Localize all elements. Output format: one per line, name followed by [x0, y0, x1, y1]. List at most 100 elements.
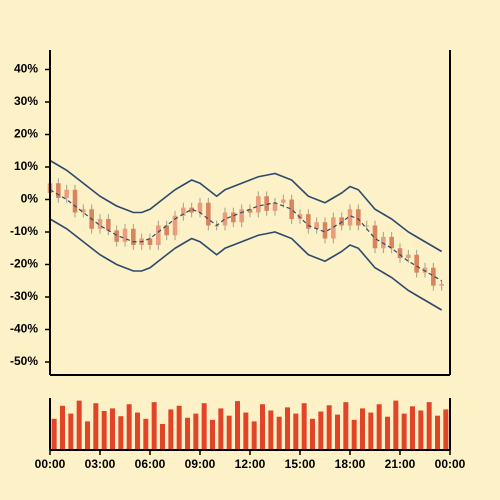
- volume-bar: [251, 421, 257, 450]
- x-tick-label: 03:00: [85, 457, 116, 471]
- y-tick-label: 0%: [21, 192, 39, 206]
- candle-body: [339, 217, 344, 226]
- volume-bar: [443, 409, 449, 450]
- volume-bar: [210, 419, 215, 450]
- x-tick-label: 21:00: [385, 457, 416, 471]
- volume-bar: [151, 402, 157, 450]
- y-tick-label: 10%: [14, 159, 38, 173]
- candle-body: [64, 189, 69, 198]
- candle-body: [306, 214, 311, 229]
- x-tick-label: 06:00: [135, 457, 166, 471]
- volume-bar: [243, 412, 249, 450]
- candle-body: [314, 222, 319, 229]
- volume-bar: [185, 417, 190, 450]
- candle-body: [72, 189, 78, 213]
- candle-body: [372, 225, 378, 249]
- x-tick-label: 09:00: [185, 457, 216, 471]
- band-upper: [49, 159, 443, 253]
- volume-bar: [401, 413, 407, 450]
- volume-bar: [110, 408, 115, 450]
- volume-bar: [118, 416, 124, 450]
- candle-body: [331, 217, 336, 239]
- candle-body: [164, 225, 169, 236]
- y-tick-label: -40%: [10, 322, 38, 336]
- candle-body: [322, 222, 328, 239]
- candle-body: [206, 202, 211, 226]
- candle-body: [81, 209, 86, 213]
- volume-bar: [343, 402, 349, 450]
- volume-bar: [276, 416, 282, 450]
- volume-bar: [360, 408, 365, 450]
- y-tick-label: -10%: [10, 224, 38, 238]
- candle-body: [181, 207, 186, 216]
- volume-bar: [376, 404, 382, 450]
- volume-bar: [51, 418, 57, 450]
- volume-bar: [101, 411, 107, 450]
- volume-bar: [68, 413, 74, 450]
- candle-body: [247, 209, 253, 213]
- candle-body: [256, 196, 261, 213]
- y-tick-label: -20%: [10, 257, 38, 271]
- volume-bar: [310, 418, 315, 450]
- volume-bar: [85, 421, 90, 450]
- candle-body: [381, 236, 386, 249]
- volume-bar: [326, 405, 332, 450]
- x-tick-label: 15:00: [285, 457, 316, 471]
- volume-bar: [301, 403, 307, 450]
- volume-bar: [126, 404, 132, 450]
- candle-body: [347, 209, 353, 226]
- candle-body: [431, 267, 436, 286]
- volume-bar: [93, 403, 99, 450]
- candle-body: [272, 202, 278, 211]
- candle-body: [114, 230, 119, 242]
- x-tick-label: 00:00: [435, 457, 466, 471]
- candle-body: [239, 209, 244, 223]
- volume-bar: [60, 405, 65, 450]
- band-lower: [49, 218, 443, 311]
- volume-bar: [226, 415, 232, 450]
- volume-bar: [410, 406, 415, 450]
- candle-body: [222, 212, 228, 226]
- volume-bar: [143, 418, 149, 450]
- x-tick-label: 00:00: [35, 457, 66, 471]
- x-tick-label: 12:00: [235, 457, 266, 471]
- volume-bar: [318, 411, 324, 450]
- candle-body: [439, 284, 444, 286]
- x-tick-label: 18:00: [335, 457, 366, 471]
- volume-bar: [76, 400, 82, 450]
- volume-bar: [435, 415, 440, 450]
- y-tick-label: -30%: [10, 289, 38, 303]
- volume-bar: [135, 412, 140, 450]
- candle-body: [422, 267, 428, 273]
- volume-bar: [235, 401, 240, 450]
- volume-bar: [368, 412, 374, 450]
- volume-bar: [193, 413, 199, 450]
- volume-bar: [385, 416, 390, 450]
- volume-bar: [335, 414, 340, 450]
- candle-body: [231, 212, 236, 223]
- candle-body: [389, 236, 394, 249]
- volume-bar: [393, 400, 399, 450]
- volume-bar: [285, 407, 290, 450]
- band-middle: [49, 189, 442, 282]
- volume-bar: [268, 410, 274, 450]
- volume-bar: [426, 402, 432, 450]
- volume-bar: [260, 404, 265, 450]
- volume-bar: [218, 408, 224, 450]
- candle-body: [414, 254, 419, 273]
- candle-body: [264, 196, 269, 211]
- candle-body: [397, 248, 403, 258]
- volume-bar: [168, 409, 174, 450]
- volume-bar: [351, 419, 357, 450]
- candle-body: [289, 199, 294, 219]
- y-tick-label: 30%: [14, 94, 38, 108]
- candle-body: [147, 238, 153, 245]
- candle-body: [356, 209, 361, 226]
- candle-body: [197, 202, 203, 213]
- volume-bar: [418, 410, 424, 450]
- candle-body: [122, 228, 128, 242]
- candle-body: [56, 183, 61, 198]
